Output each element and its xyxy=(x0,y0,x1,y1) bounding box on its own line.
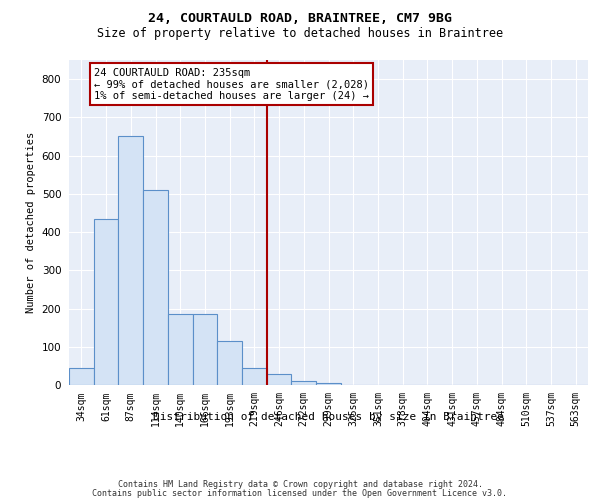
Bar xyxy=(316,383,341,385)
Bar xyxy=(94,218,118,385)
Text: 24, COURTAULD ROAD, BRAINTREE, CM7 9BG: 24, COURTAULD ROAD, BRAINTREE, CM7 9BG xyxy=(148,12,452,26)
Text: Size of property relative to detached houses in Braintree: Size of property relative to detached ho… xyxy=(97,28,503,40)
Bar xyxy=(242,368,267,385)
Bar xyxy=(292,381,316,385)
Bar xyxy=(267,374,292,385)
Bar xyxy=(193,314,217,385)
Bar xyxy=(143,190,168,385)
Text: 24 COURTAULD ROAD: 235sqm
← 99% of detached houses are smaller (2,028)
1% of sem: 24 COURTAULD ROAD: 235sqm ← 99% of detac… xyxy=(94,68,369,101)
Bar xyxy=(118,136,143,385)
Text: Contains public sector information licensed under the Open Government Licence v3: Contains public sector information licen… xyxy=(92,488,508,498)
Bar xyxy=(217,341,242,385)
Bar xyxy=(69,368,94,385)
Text: Distribution of detached houses by size in Braintree: Distribution of detached houses by size … xyxy=(154,412,504,422)
Bar xyxy=(168,314,193,385)
Y-axis label: Number of detached properties: Number of detached properties xyxy=(26,132,36,313)
Text: Contains HM Land Registry data © Crown copyright and database right 2024.: Contains HM Land Registry data © Crown c… xyxy=(118,480,482,489)
